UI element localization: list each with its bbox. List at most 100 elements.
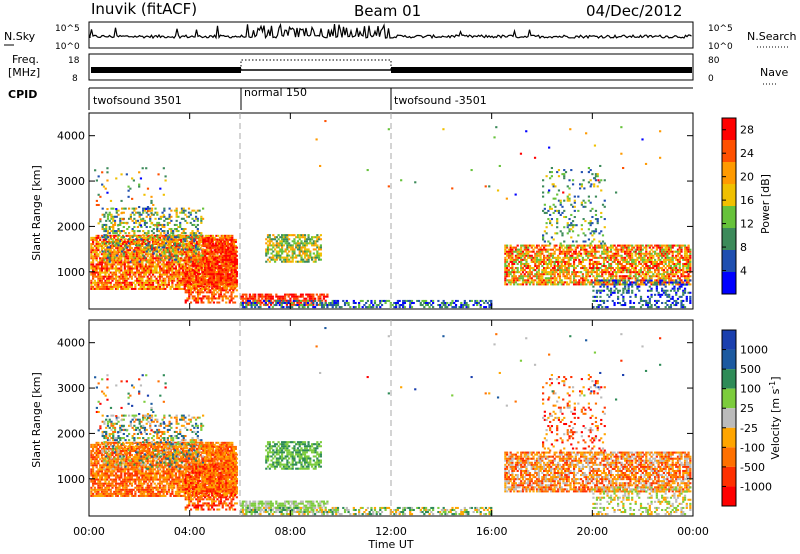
power-cell — [240, 297, 243, 300]
power-cell — [153, 224, 157, 227]
power-cell — [268, 260, 271, 263]
power-cell — [300, 248, 303, 251]
nsearch-tick-bottom: 10^0 — [708, 42, 733, 52]
power-cell — [120, 267, 123, 270]
power-cell — [316, 234, 319, 237]
power-cell — [594, 262, 597, 265]
power-cell — [150, 207, 154, 210]
power-cell — [146, 275, 149, 278]
power-cell — [154, 207, 157, 210]
power-cell — [571, 273, 574, 276]
power-cell — [509, 250, 512, 253]
power-cell — [123, 273, 126, 276]
power-cell — [354, 306, 357, 309]
power-cell — [273, 304, 276, 307]
power-cell — [588, 258, 592, 261]
power-cell — [273, 238, 277, 241]
power-cell — [193, 234, 196, 237]
power-cell — [270, 248, 273, 251]
power-cell — [116, 251, 119, 254]
power-cell — [162, 263, 165, 266]
power-cell — [571, 244, 574, 247]
power-cell — [316, 254, 319, 257]
power-cell — [123, 279, 126, 282]
power-cell — [99, 245, 102, 248]
power-cell — [606, 271, 609, 274]
power-cell — [193, 297, 196, 300]
power-cell — [551, 254, 555, 257]
power-cell — [175, 209, 178, 212]
power-cell — [592, 260, 595, 263]
power-cell — [170, 246, 173, 249]
power-cell — [275, 242, 278, 245]
power-cell — [599, 262, 602, 265]
power-cell — [632, 275, 636, 278]
power-cell — [305, 238, 308, 241]
power-cell — [230, 299, 233, 302]
power-cell — [109, 265, 112, 268]
power-cell — [176, 238, 179, 241]
power-cell — [166, 247, 169, 250]
power-cell — [557, 273, 560, 276]
power-cell — [205, 260, 208, 263]
power-cell — [307, 242, 310, 245]
power-cell — [176, 287, 179, 290]
power-cell — [152, 213, 155, 216]
power-cell — [141, 283, 144, 286]
power-cell — [293, 240, 296, 243]
power-cell — [572, 252, 576, 255]
power-cell — [105, 230, 108, 233]
power-cell — [518, 275, 521, 278]
power-cell — [551, 283, 555, 286]
power-cell — [179, 223, 182, 226]
power-cell — [219, 293, 223, 296]
power-cell — [204, 283, 207, 286]
power-cell — [226, 270, 230, 273]
power-cell — [168, 234, 171, 237]
power-cell — [177, 236, 180, 239]
power-cell — [460, 301, 463, 305]
power-cell — [146, 265, 149, 268]
power-cell — [506, 275, 509, 278]
power-cell — [216, 248, 219, 251]
power-cell — [113, 249, 116, 252]
power-cell — [144, 253, 148, 256]
power-cell — [99, 263, 102, 266]
power-cell — [550, 262, 553, 265]
power-cell — [544, 283, 547, 286]
power-cell — [511, 248, 514, 251]
power-cell — [275, 246, 278, 249]
power-cell — [595, 244, 599, 247]
power-cell — [99, 287, 102, 290]
power-cell — [189, 221, 192, 224]
power-cell — [569, 256, 572, 259]
power-cell — [316, 246, 319, 249]
power-cell — [384, 299, 387, 302]
power-cell — [551, 269, 555, 272]
power-cell — [511, 279, 514, 282]
power-cell — [223, 250, 226, 253]
power-cell — [553, 250, 556, 253]
power-cell — [514, 246, 518, 249]
power-cell — [289, 299, 292, 302]
power-cell — [300, 254, 303, 257]
power-cell — [113, 221, 117, 224]
power-cell — [432, 306, 435, 309]
power-cell — [525, 275, 528, 278]
power-cell — [609, 273, 613, 276]
power-cell — [187, 211, 191, 214]
power-cell — [195, 266, 198, 269]
power-cell — [235, 281, 238, 284]
power-cell — [245, 295, 248, 298]
power-cell — [95, 253, 98, 256]
power-cell — [528, 250, 532, 253]
power-cell — [212, 244, 216, 247]
power-cell — [132, 259, 135, 262]
power-cell — [175, 248, 178, 251]
power-cell — [288, 254, 291, 257]
power-cell — [609, 269, 613, 272]
power-cell — [177, 244, 180, 247]
power-cell — [303, 242, 307, 245]
power-cell — [532, 283, 535, 286]
power-cell — [198, 242, 201, 245]
